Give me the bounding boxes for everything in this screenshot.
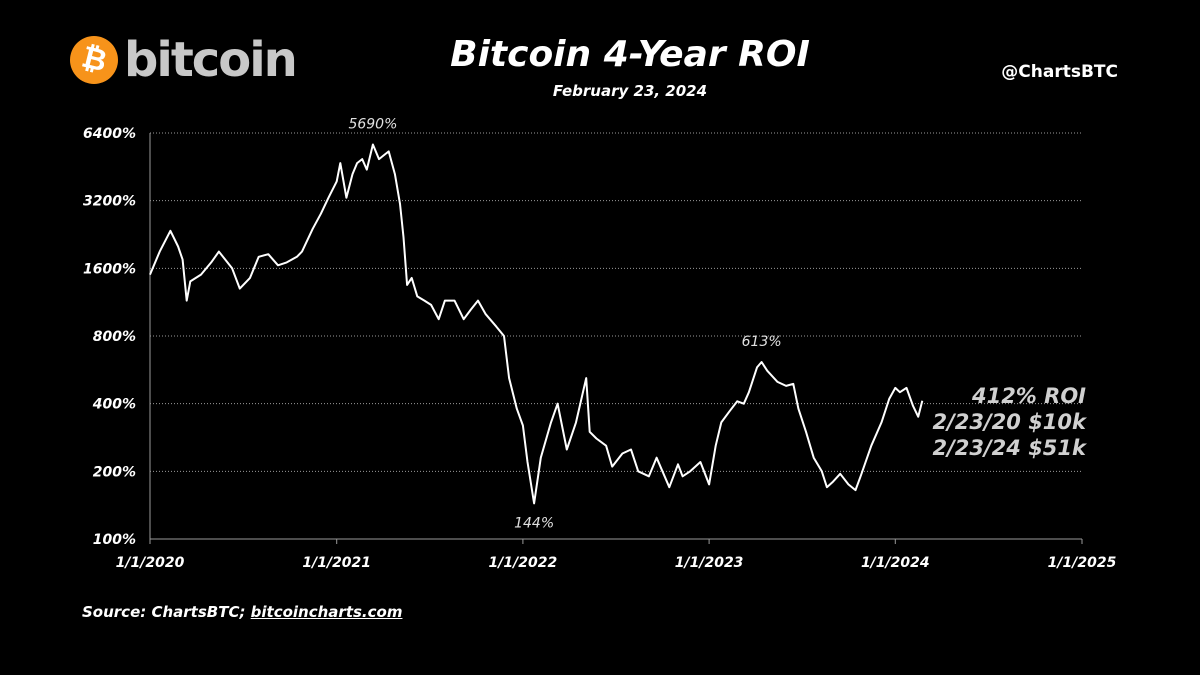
axes bbox=[149, 133, 1083, 544]
x-tick-labels: 1/1/2020 1/1/2021 1/1/2022 1/1/2023 1/1/2024… bbox=[116, 555, 1117, 571]
x-tick-label: 1/1/2020 bbox=[116, 555, 185, 571]
annotation-label: 613% bbox=[742, 334, 782, 350]
y-tick-label: 6400% bbox=[83, 126, 136, 142]
callout-end: 2/23/24 $51k bbox=[932, 436, 1086, 460]
y-tick-label: 200% bbox=[93, 464, 136, 480]
author-handle: @ChartsBTC bbox=[1001, 62, 1118, 82]
x-tick-label: 1/1/2021 bbox=[302, 555, 371, 571]
x-tick-label: 1/1/2025 bbox=[1048, 555, 1117, 571]
y-tick-label: 3200% bbox=[83, 194, 136, 210]
y-tick-label: 1600% bbox=[83, 261, 136, 277]
chart-subtitle: February 23, 2024 bbox=[552, 82, 708, 100]
source-note: Source: ChartsBTC; bitcoincharts.com bbox=[82, 603, 402, 621]
annotations: 5690% 613% 144% bbox=[348, 116, 781, 531]
bitcoin-logo-icon: ₿ bbox=[70, 36, 118, 84]
callout-start: 2/23/20 $10k bbox=[932, 410, 1086, 434]
roi-series-line bbox=[149, 143, 924, 505]
y-tick-label: 800% bbox=[93, 329, 136, 345]
y-tick-label: 100% bbox=[93, 532, 136, 548]
roi-callout: 412% ROI 2/23/20 $10k 2/23/24 $51k bbox=[910, 383, 1086, 461]
x-tick-label: 1/1/2022 bbox=[489, 555, 558, 571]
bitcoin-wordmark: bitcoin bbox=[124, 32, 298, 88]
grid-lines bbox=[150, 132, 1082, 472]
x-tick-label: 1/1/2023 bbox=[675, 555, 744, 571]
y-tick-label: 400% bbox=[92, 397, 136, 413]
callout-roi: 412% ROI bbox=[971, 384, 1086, 408]
annotation-label: 5690% bbox=[348, 116, 397, 132]
chart-title: Bitcoin 4-Year ROI bbox=[450, 34, 810, 75]
source-prefix: Source: ChartsBTC; bbox=[82, 603, 251, 621]
bitcoin-logo: ₿ bitcoin bbox=[70, 32, 298, 88]
y-tick-labels: 100% 200% 400% 800% 1600% 3200% 6400% bbox=[83, 126, 136, 548]
x-tick-label: 1/1/2024 bbox=[861, 555, 930, 571]
annotation-label: 144% bbox=[514, 515, 554, 531]
source-link[interactable]: bitcoincharts.com bbox=[250, 603, 403, 621]
